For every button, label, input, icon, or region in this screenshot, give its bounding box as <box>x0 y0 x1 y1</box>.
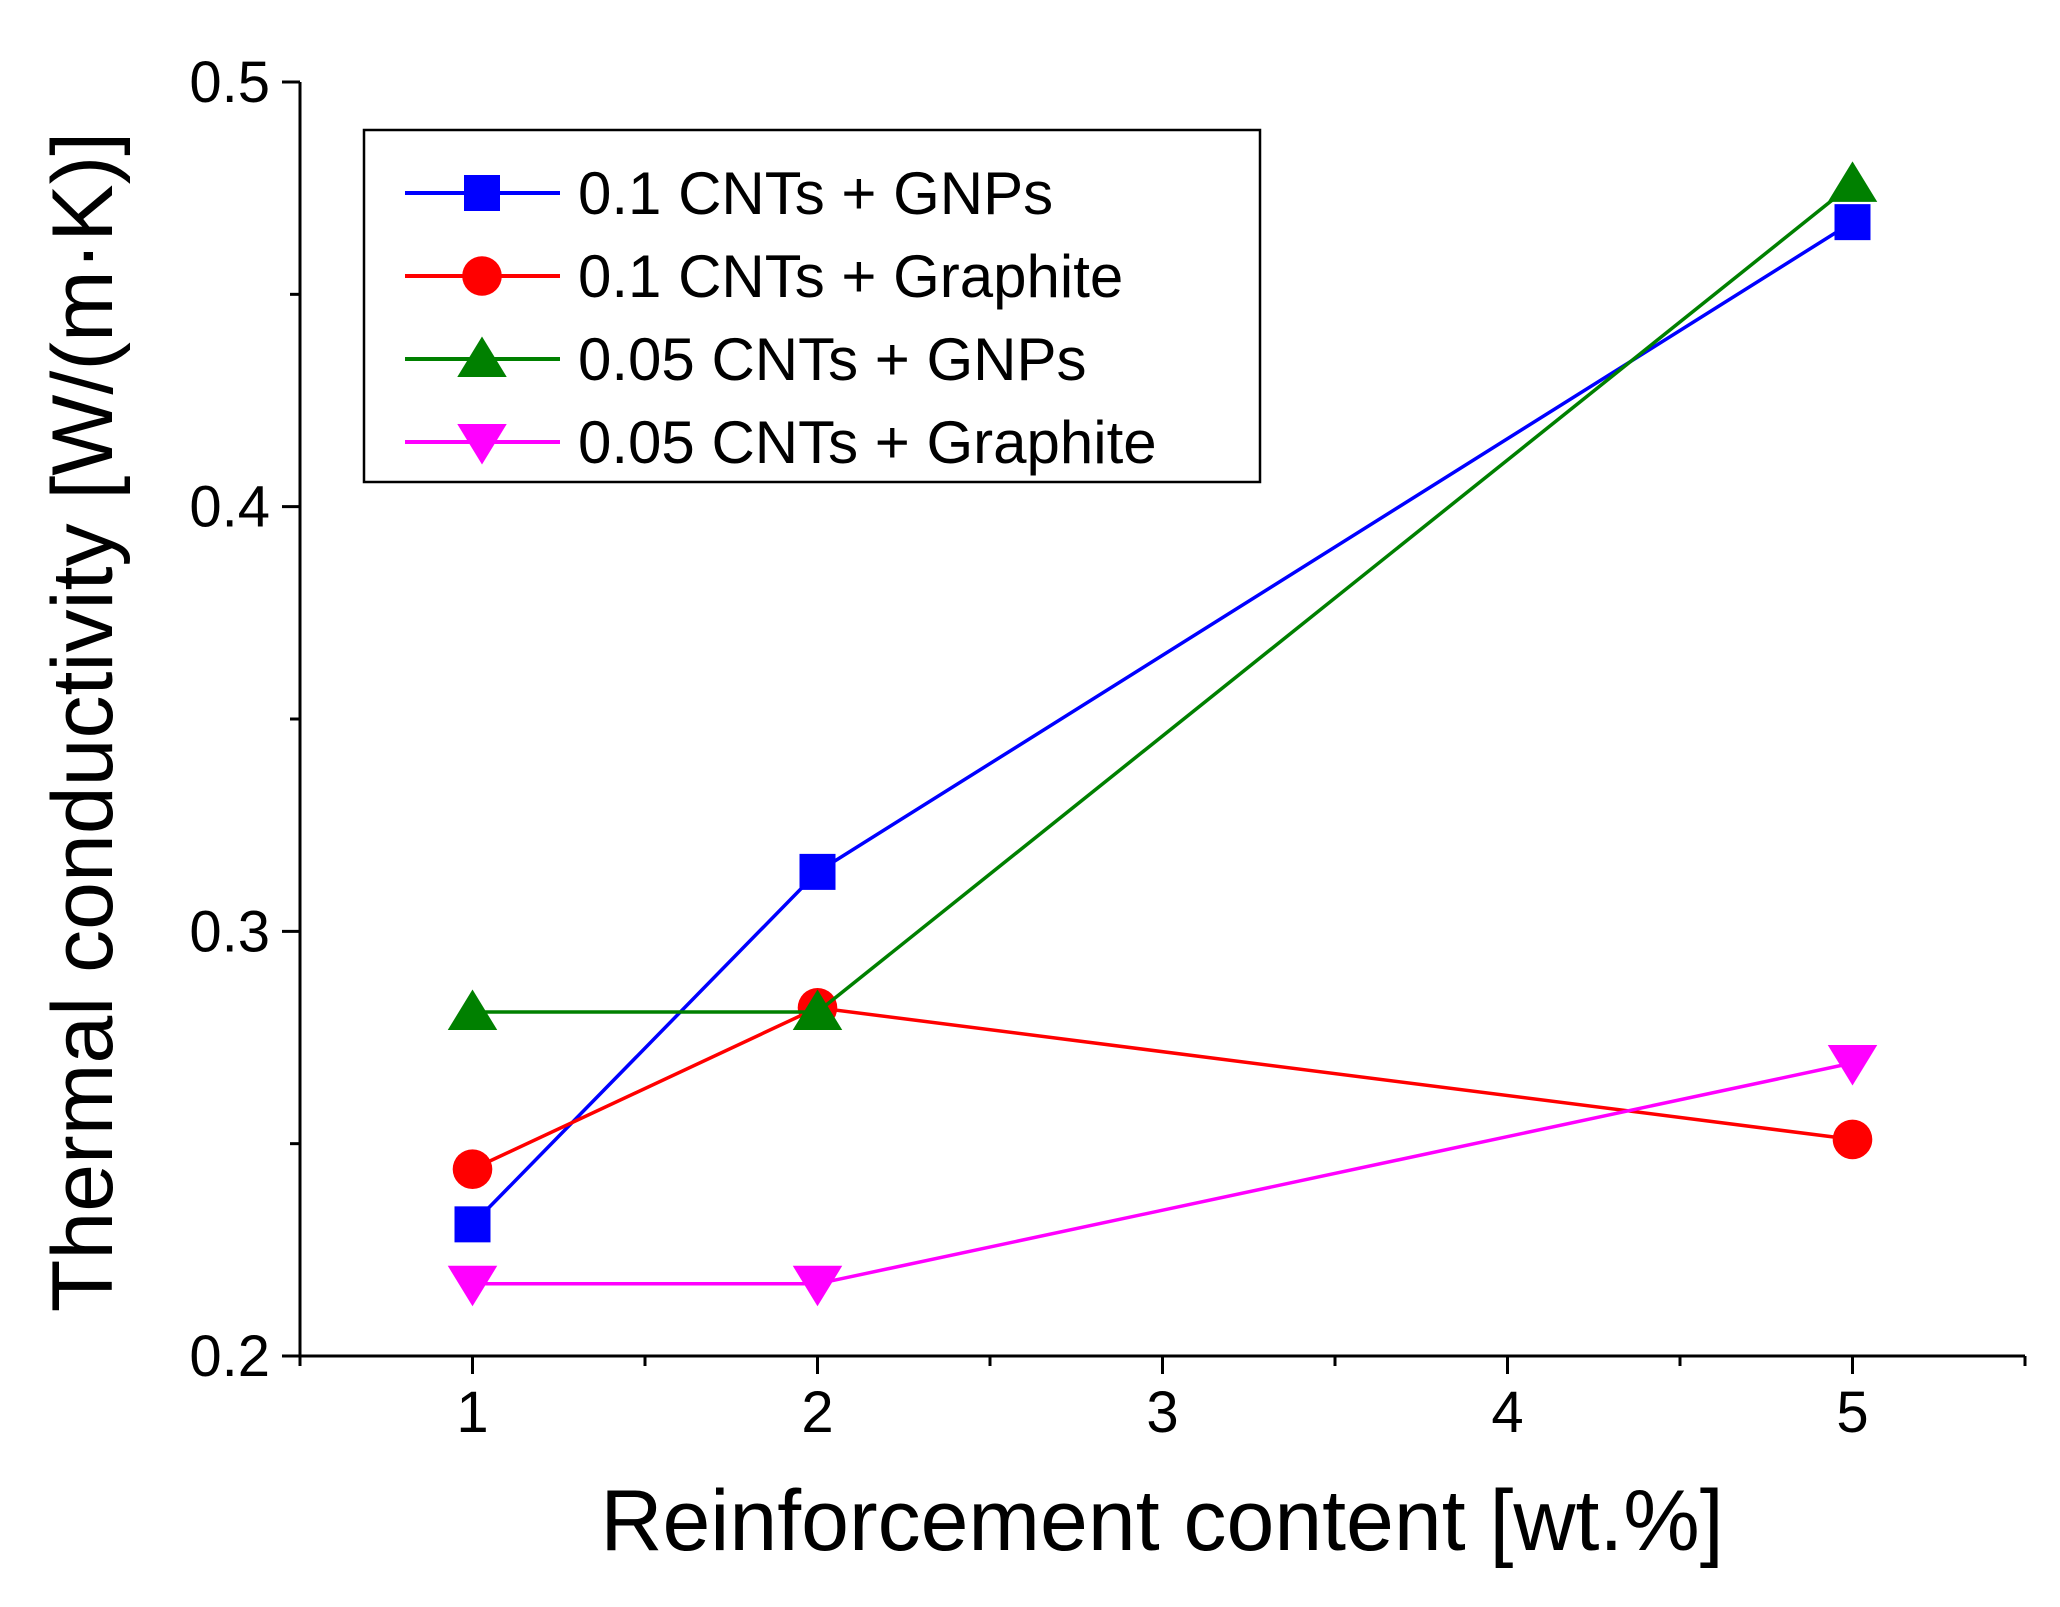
series-layer <box>447 161 1878 1307</box>
data-point <box>454 1206 491 1243</box>
y-ticks: 0.2 0.3 0.4 0.5 <box>189 50 300 1389</box>
legend-label: 0.05 CNTs + Graphite <box>578 409 1157 476</box>
legend-item: 0.05 CNTs + GNPs <box>405 326 1087 393</box>
legend-label: 0.05 CNTs + GNPs <box>578 326 1087 393</box>
legend-marker <box>457 424 507 465</box>
data-point <box>452 1149 493 1189</box>
legend-box <box>362 128 1262 484</box>
x-tick-label: 5 <box>1836 1380 1868 1445</box>
data-point <box>447 1265 498 1307</box>
legend-item: 0.1 CNTs + GNPs <box>405 160 1053 227</box>
legend-label: 0.1 CNTs + Graphite <box>578 243 1123 310</box>
data-point <box>447 989 498 1031</box>
y-tick-label: 0.2 <box>189 1324 270 1389</box>
data-point <box>1827 161 1878 202</box>
x-tick-label: 2 <box>801 1380 833 1445</box>
series-line <box>471 1005 1853 1171</box>
legend-label: 0.1 CNTs + GNPs <box>578 160 1053 227</box>
legend-item: 0.05 CNTs + Graphite <box>405 409 1157 476</box>
axes: 0.2 0.3 0.4 0.5 1 2 3 4 5 <box>189 50 2027 1445</box>
series-1 <box>454 204 1871 1243</box>
data-point <box>792 989 843 1031</box>
x-tick-label: 4 <box>1491 1380 1523 1445</box>
legend: 0.1 CNTs + GNPs 0.1 CNTs + Graphite 0.05 C… <box>362 128 1262 484</box>
legend-marker <box>457 336 507 377</box>
y-tick-label: 0.4 <box>189 475 270 540</box>
data-point <box>1827 1044 1878 1086</box>
data-point <box>1834 204 1871 241</box>
legend-item: 0.1 CNTs + Graphite <box>405 243 1123 310</box>
x-axis-title: Reinforcement content [wt.%] <box>600 1473 1723 1569</box>
y-tick-label: 0.5 <box>189 50 270 115</box>
x-ticks: 1 2 3 4 5 <box>298 1356 2027 1445</box>
legend-marker <box>464 175 500 211</box>
x-tick-label: 1 <box>456 1380 488 1445</box>
series-3 <box>447 161 1878 1031</box>
data-point <box>792 1265 843 1307</box>
series-2 <box>452 987 1873 1189</box>
legend-items: 0.1 CNTs + GNPs 0.1 CNTs + Graphite 0.05 C… <box>405 160 1157 476</box>
y-tick-label: 0.3 <box>189 899 270 964</box>
y-axis-title: Thermal conductivity [W/(m·K)] <box>35 132 131 1312</box>
series-4 <box>447 1044 1878 1307</box>
x-tick-label: 3 <box>1146 1380 1178 1445</box>
series-line <box>472 1061 1853 1286</box>
legend-marker <box>462 256 502 296</box>
data-point <box>799 853 836 890</box>
data-point <box>1832 1119 1873 1160</box>
